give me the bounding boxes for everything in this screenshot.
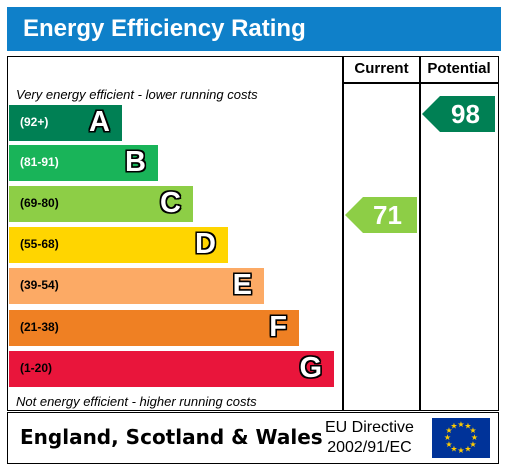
band-e: (39-54) E <box>9 268 264 304</box>
svg-text:★: ★ <box>444 433 451 442</box>
band-c-letter: C <box>160 187 181 219</box>
svg-text:★: ★ <box>457 420 464 429</box>
band-g: (1-20) G <box>9 351 334 387</box>
band-d-letter: D <box>195 228 216 260</box>
band-g-letter: G <box>299 352 322 384</box>
band-a-letter: A <box>89 106 110 138</box>
current-rating-indicator: 71 <box>345 197 417 233</box>
chart-title: Energy Efficiency Rating <box>23 15 306 42</box>
band-e-range: (39-54) <box>20 278 59 292</box>
band-b: (81-91) B <box>9 145 158 181</box>
band-d-range: (55-68) <box>20 237 59 251</box>
svg-text:★: ★ <box>464 445 471 454</box>
band-e-letter: E <box>232 269 252 301</box>
current-rating-value: 71 <box>373 200 402 230</box>
band-c-range: (69-80) <box>20 196 59 210</box>
column-header-current: Current <box>354 60 409 77</box>
eu-directive-line2: 2002/91/EC <box>327 439 412 456</box>
svg-text:★: ★ <box>450 445 457 454</box>
band-b-letter: B <box>125 146 146 178</box>
band-a-range: (92+) <box>20 115 49 129</box>
divider-potential <box>419 56 421 411</box>
eu-flag-icon: ★ ★ ★ ★ ★ ★ ★ ★ ★ ★ ★ ★ <box>432 418 490 458</box>
svg-text:★: ★ <box>457 446 464 455</box>
header-divider <box>343 82 498 84</box>
potential-arrow-shape <box>422 96 495 132</box>
svg-text:★: ★ <box>445 426 452 435</box>
band-a: (92+) A <box>9 105 122 141</box>
band-d: (55-68) D <box>9 227 228 263</box>
header-bar: Energy Efficiency Rating <box>7 7 501 51</box>
column-header-potential: Potential <box>427 60 491 77</box>
band-f: (21-38) F <box>9 310 299 346</box>
current-arrow-shape <box>345 197 417 233</box>
svg-text:★: ★ <box>445 440 452 449</box>
svg-text:★: ★ <box>450 422 457 431</box>
svg-text:★: ★ <box>469 440 476 449</box>
eu-directive-line1: EU Directive <box>325 419 414 436</box>
rating-frame <box>7 56 499 411</box>
band-f-range: (21-38) <box>20 320 59 334</box>
band-c: (69-80) C <box>9 186 193 222</box>
divider-current <box>342 56 344 411</box>
potential-rating-value: 98 <box>451 99 480 129</box>
band-b-range: (81-91) <box>20 155 59 169</box>
svg-text:★: ★ <box>464 422 471 431</box>
svg-text:★: ★ <box>471 433 478 442</box>
svg-text:★: ★ <box>469 426 476 435</box>
note-efficient: Very energy efficient - lower running co… <box>16 87 258 102</box>
footer-frame <box>7 412 499 464</box>
band-g-range: (1-20) <box>20 361 53 375</box>
band-f-letter: F <box>269 311 287 343</box>
note-inefficient: Not energy efficient - higher running co… <box>16 394 257 409</box>
eu-directive-label: EU Directive 2002/91/EC <box>325 418 414 458</box>
footer-country: England, Scotland & Wales <box>20 425 323 449</box>
potential-rating-indicator: 98 <box>422 96 495 132</box>
